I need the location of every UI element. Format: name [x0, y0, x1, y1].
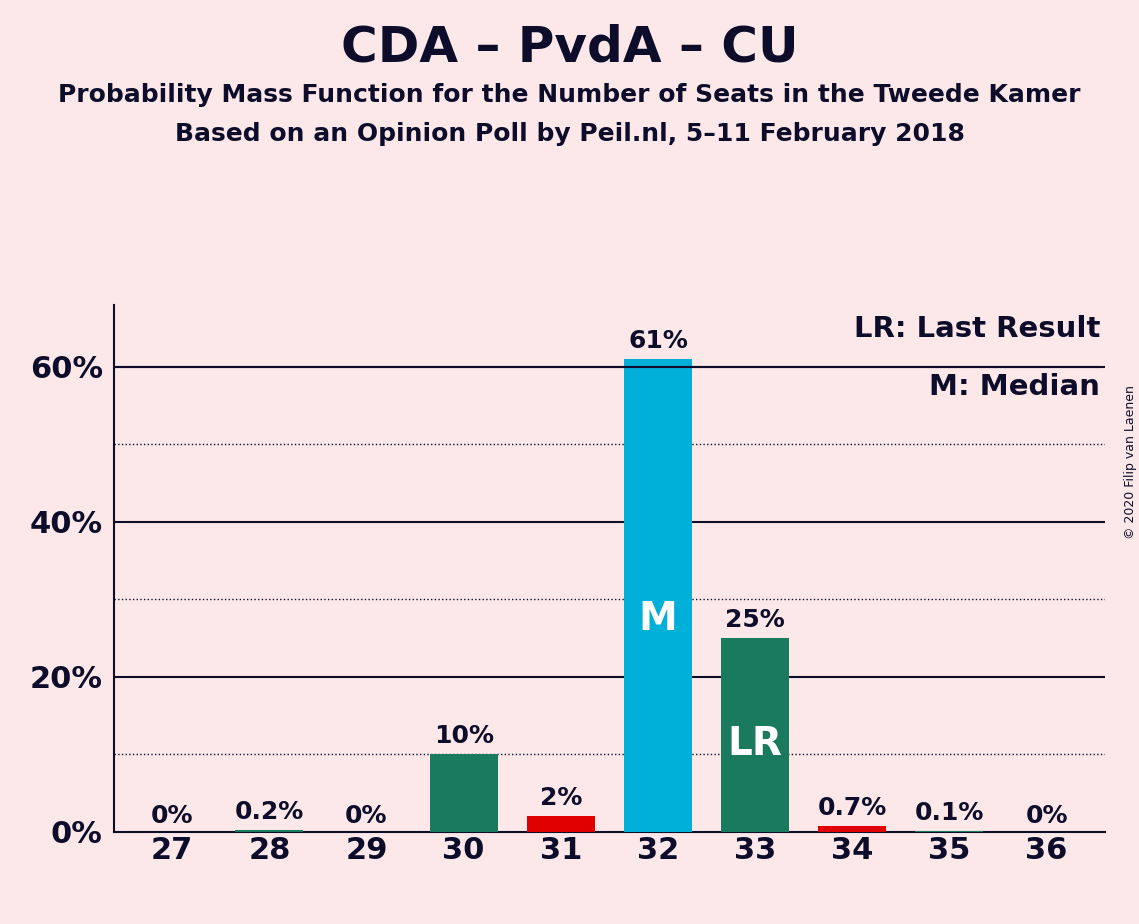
- Text: 61%: 61%: [628, 329, 688, 353]
- Text: 0.1%: 0.1%: [915, 800, 984, 824]
- Text: Probability Mass Function for the Number of Seats in the Tweede Kamer: Probability Mass Function for the Number…: [58, 83, 1081, 107]
- Bar: [236, 830, 303, 832]
- Text: M: M: [639, 600, 678, 638]
- Bar: [429, 754, 498, 832]
- Text: 0%: 0%: [1025, 804, 1067, 828]
- Text: M: Median: M: Median: [929, 373, 1100, 401]
- Text: 0%: 0%: [151, 804, 194, 828]
- Text: Based on an Opinion Poll by Peil.nl, 5–11 February 2018: Based on an Opinion Poll by Peil.nl, 5–1…: [174, 122, 965, 146]
- Text: 10%: 10%: [434, 723, 493, 748]
- Bar: [818, 826, 886, 832]
- Text: CDA – PvdA – CU: CDA – PvdA – CU: [341, 23, 798, 71]
- Text: 0%: 0%: [345, 804, 387, 828]
- Bar: [624, 359, 691, 832]
- Text: 25%: 25%: [726, 608, 785, 632]
- Bar: [526, 816, 595, 832]
- Text: 0.7%: 0.7%: [818, 796, 887, 820]
- Text: LR: Last Result: LR: Last Result: [853, 315, 1100, 344]
- Text: 0.2%: 0.2%: [235, 800, 304, 824]
- Text: LR: LR: [728, 725, 782, 763]
- Bar: [721, 638, 789, 832]
- Text: 2%: 2%: [540, 786, 582, 810]
- Text: © 2020 Filip van Laenen: © 2020 Filip van Laenen: [1124, 385, 1137, 539]
